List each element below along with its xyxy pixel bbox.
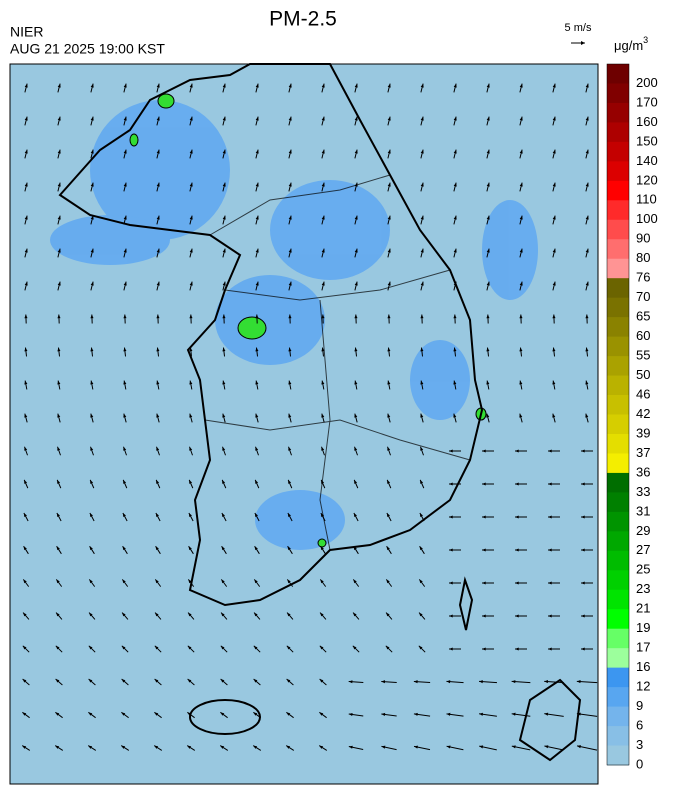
- colorbar-segment: [607, 278, 629, 298]
- patch: [270, 180, 390, 280]
- colorbar-segment: [607, 746, 629, 766]
- colorbar-segment: [607, 551, 629, 571]
- colorbar-label: 100: [636, 211, 658, 226]
- colorbar-label: 90: [636, 231, 650, 246]
- colorbar-label: 150: [636, 133, 658, 148]
- unit-superscript: 3: [643, 35, 648, 45]
- colorbar-label: 170: [636, 94, 658, 109]
- colorbar-segment: [607, 707, 629, 727]
- hotspot: [318, 539, 326, 547]
- colorbar-label: 55: [636, 348, 650, 363]
- colorbar-segment: [607, 220, 629, 240]
- colorbar-label: 120: [636, 172, 658, 187]
- colorbar-label: 21: [636, 601, 650, 616]
- colorbar-label: 160: [636, 114, 658, 129]
- colorbar-label: 12: [636, 679, 650, 694]
- colorbar-segment: [607, 415, 629, 435]
- wind-scale: 5 m/s: [565, 22, 592, 34]
- patch: [50, 215, 170, 265]
- colorbar-label: 37: [636, 445, 650, 460]
- colorbar-segment: [607, 376, 629, 396]
- hotspot: [238, 317, 266, 339]
- colorbar-label: 110: [636, 192, 657, 207]
- map: [10, 64, 598, 784]
- colorbar-label: 9: [636, 698, 643, 713]
- colorbar-label: 65: [636, 309, 650, 324]
- colorbar-label: 3: [636, 737, 643, 752]
- colorbar-label: 16: [636, 659, 650, 674]
- colorbar-label: 42: [636, 406, 650, 421]
- colorbar: 2001701601501401201101009080767065605550…: [607, 64, 658, 771]
- hotspot: [158, 94, 174, 108]
- patch: [255, 490, 345, 550]
- colorbar-segment: [607, 629, 629, 649]
- colorbar-label: 140: [636, 153, 658, 168]
- colorbar-segment: [607, 434, 629, 454]
- colorbar-segment: [607, 103, 629, 123]
- colorbar-segment: [607, 161, 629, 181]
- colorbar-segment: [607, 356, 629, 376]
- colorbar-segment: [607, 181, 629, 201]
- colorbar-segment: [607, 298, 629, 318]
- colorbar-segment: [607, 492, 629, 512]
- colorbar-segment: [607, 570, 629, 590]
- colorbar-label: 27: [636, 542, 650, 557]
- colorbar-label: 36: [636, 464, 650, 479]
- title: PM-2.5: [269, 8, 337, 31]
- colorbar-segment: [607, 687, 629, 707]
- colorbar-label: 46: [636, 386, 650, 401]
- colorbar-label: 50: [636, 367, 650, 382]
- colorbar-label: 6: [636, 717, 643, 732]
- colorbar-segment: [607, 668, 629, 688]
- colorbar-label: 39: [636, 425, 650, 440]
- unit-base: μg/m: [614, 38, 643, 53]
- colorbar-segment: [607, 142, 629, 162]
- colorbar-segment: [607, 239, 629, 259]
- colorbar-label: 29: [636, 523, 650, 538]
- colorbar-label: 60: [636, 328, 650, 343]
- colorbar-segment: [607, 317, 629, 337]
- colorbar-segment: [607, 83, 629, 103]
- colorbar-segment: [607, 512, 629, 532]
- patch: [410, 340, 470, 420]
- colorbar-segment: [607, 259, 629, 279]
- patch: [482, 200, 538, 300]
- patch: [215, 275, 325, 365]
- colorbar-segment: [607, 609, 629, 629]
- colorbar-label: 25: [636, 562, 650, 577]
- colorbar-label: 19: [636, 620, 650, 635]
- colorbar-segment: [607, 64, 629, 84]
- colorbar-label: 17: [636, 640, 650, 655]
- colorbar-label: 0: [636, 756, 643, 771]
- colorbar-segment: [607, 473, 629, 493]
- colorbar-segment: [607, 453, 629, 473]
- agency: NIER: [10, 24, 43, 40]
- colorbar-segment: [607, 337, 629, 357]
- colorbar-segment: [607, 590, 629, 610]
- unit: μg/m3: [614, 35, 648, 53]
- colorbar-label: 76: [636, 270, 650, 285]
- colorbar-label: 70: [636, 289, 650, 304]
- colorbar-label: 200: [636, 75, 658, 90]
- colorbar-segment: [607, 122, 629, 142]
- colorbar-label: 33: [636, 484, 650, 499]
- colorbar-segment: [607, 726, 629, 746]
- wind-scale-arrowhead: [581, 41, 585, 45]
- colorbar-segment: [607, 648, 629, 668]
- colorbar-label: 80: [636, 250, 650, 265]
- colorbar-segment: [607, 531, 629, 551]
- colorbar-segment: [607, 395, 629, 415]
- colorbar-segment: [607, 200, 629, 220]
- colorbar-label: 23: [636, 581, 650, 596]
- hotspot: [130, 134, 138, 146]
- colorbar-label: 31: [636, 503, 650, 518]
- datetime: AUG 21 2025 19:00 KST: [10, 41, 165, 57]
